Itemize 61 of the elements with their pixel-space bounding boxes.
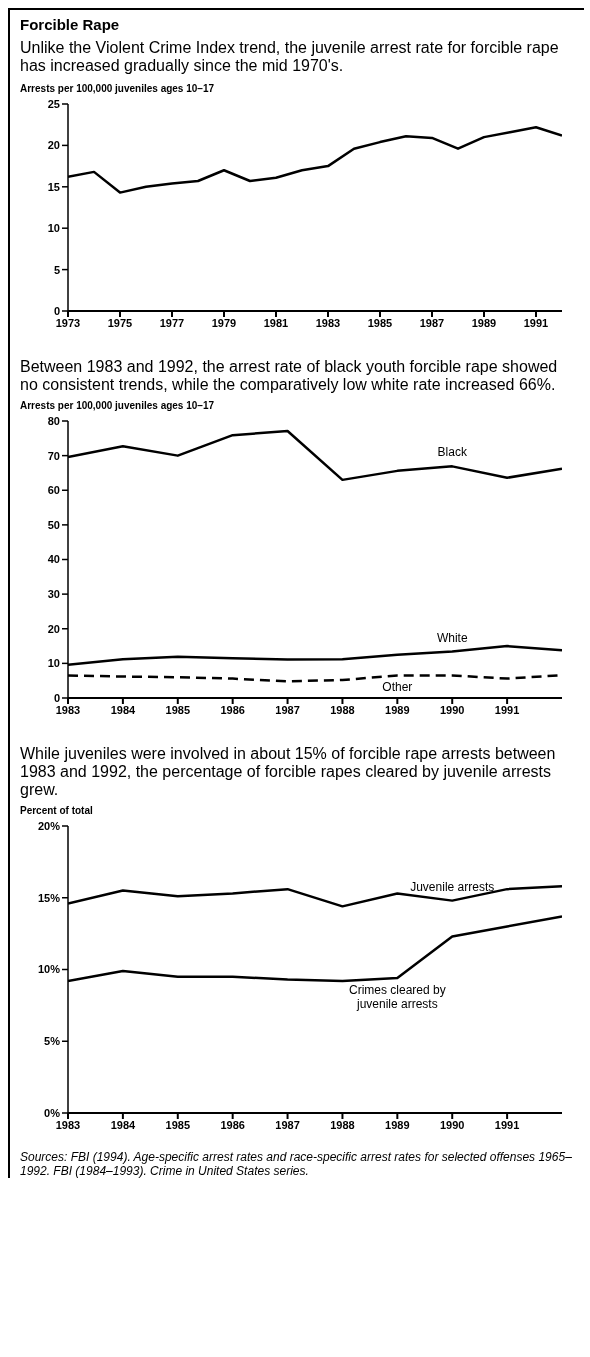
y-tick-label: 40 bbox=[47, 553, 60, 566]
x-tick-label: 1991 bbox=[523, 316, 549, 329]
x-tick-label: 1986 bbox=[220, 703, 245, 716]
x-tick-label: 1988 bbox=[330, 703, 355, 716]
y-tick-label: 0 bbox=[53, 304, 60, 317]
series-label: Black bbox=[437, 445, 468, 460]
source-note: Sources: FBI (1994). Age-specific arrest rates and race-specific arrest rates for selected offenses 1965–1992. FBI (1984–1993). Crime in United States series. bbox=[20, 1150, 573, 1178]
x-tick-label: 1989 bbox=[385, 1118, 410, 1131]
x-tick-label: 1989 bbox=[471, 316, 497, 329]
x-tick-label: 1991 bbox=[494, 1118, 520, 1131]
y-tick-label: 0% bbox=[44, 1106, 61, 1119]
y-tick-label: 10 bbox=[47, 657, 60, 670]
y-tick-label: 20 bbox=[47, 139, 60, 152]
y-tick-label: 0 bbox=[53, 691, 60, 704]
y-axis-title: Percent of total bbox=[20, 805, 94, 816]
series-label: Other bbox=[382, 680, 413, 695]
x-tick-label: 1989 bbox=[385, 703, 410, 716]
y-tick-label: 20% bbox=[37, 819, 61, 832]
series-label: White bbox=[436, 630, 468, 645]
x-tick-label: 1987 bbox=[419, 316, 445, 329]
x-tick-label: 1983 bbox=[55, 703, 81, 716]
x-tick-label: 1977 bbox=[159, 316, 185, 329]
x-tick-label: 1988 bbox=[330, 1118, 355, 1131]
x-tick-label: 1983 bbox=[315, 316, 341, 329]
y-tick-label: 10% bbox=[37, 963, 61, 976]
x-tick-label: 1990 bbox=[439, 703, 465, 716]
x-tick-label: 1986 bbox=[220, 1118, 245, 1131]
y-axis-title: Arrests per 100,000 juveniles ages 10–17 bbox=[20, 83, 216, 94]
x-tick-label: 1991 bbox=[494, 703, 520, 716]
x-tick-label: 1973 bbox=[55, 316, 81, 329]
y-tick-label: 30 bbox=[47, 588, 60, 601]
y-tick-label: 15 bbox=[47, 180, 60, 193]
x-tick-label: 1984 bbox=[110, 703, 136, 716]
y-tick-label: 5 bbox=[53, 263, 60, 276]
y-tick-label: 60 bbox=[47, 484, 60, 497]
x-tick-label: 1990 bbox=[439, 1118, 465, 1131]
x-tick-label: 1975 bbox=[107, 316, 133, 329]
y-axis-title: Arrests per 100,000 juveniles ages 10–17 bbox=[20, 400, 216, 411]
x-tick-label: 1987 bbox=[275, 1118, 300, 1131]
x-tick-label: 1979 bbox=[211, 316, 237, 329]
y-tick-label: 5% bbox=[44, 1035, 61, 1048]
x-tick-label: 1985 bbox=[367, 316, 393, 329]
chart-title: While juveniles were involved in about 15% of forcible rape arrests between 1983 and 1992, the percentage of forcible rapes cleared by juvenile arrests grew. bbox=[20, 745, 557, 799]
chart-title: Forcible Rape bbox=[20, 16, 121, 33]
y-tick-label: 50 bbox=[47, 518, 60, 531]
y-tick-label: 10 bbox=[47, 222, 60, 235]
series-label: Juvenile arrests bbox=[410, 879, 495, 894]
y-tick-label: 70 bbox=[47, 449, 60, 462]
chart-subtitle: Unlike the Violent Crime Index trend, the juvenile arrest rate for forcible rape has increased gradually since the mid 1970's. bbox=[20, 39, 560, 75]
y-tick-label: 80 bbox=[47, 414, 60, 427]
x-tick-label: 1981 bbox=[263, 316, 289, 329]
chart-title: Between 1983 and 1992, the arrest rate of black youth forcible rape showed no consistent trends, while the comparatively low white rate increased 66%. bbox=[20, 358, 559, 394]
x-tick-label: 1984 bbox=[110, 1118, 136, 1131]
x-tick-label: 1985 bbox=[165, 703, 191, 716]
x-tick-label: 1987 bbox=[275, 703, 300, 716]
x-tick-label: 1983 bbox=[55, 1118, 81, 1131]
y-tick-label: 20 bbox=[47, 622, 60, 635]
y-tick-label: 25 bbox=[47, 97, 60, 110]
y-tick-label: 15% bbox=[37, 891, 61, 904]
series-label: Crimes cleared by juvenile arrests bbox=[348, 983, 446, 1012]
x-tick-label: 1985 bbox=[165, 1118, 191, 1131]
